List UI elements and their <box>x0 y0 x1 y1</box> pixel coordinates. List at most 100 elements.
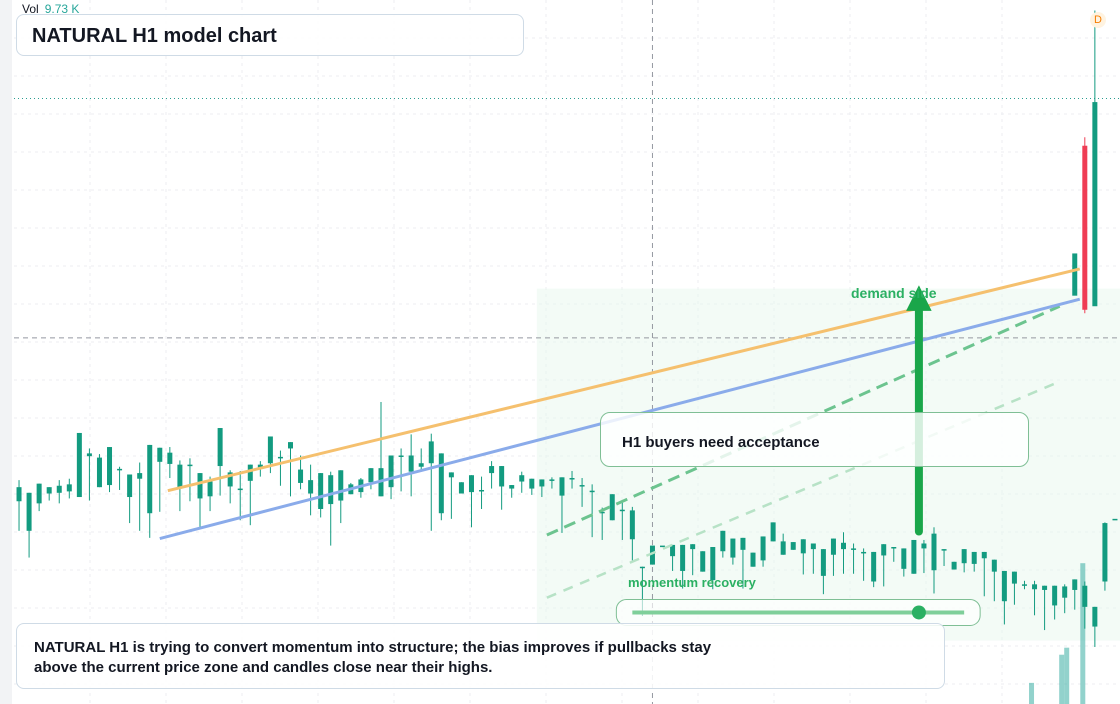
candle <box>680 544 686 571</box>
candle <box>438 453 444 514</box>
candle <box>499 466 505 487</box>
candle <box>891 547 897 549</box>
candle <box>76 432 82 498</box>
momentum-recovery-dot <box>911 605 926 620</box>
candle <box>670 544 676 557</box>
candle <box>36 483 42 504</box>
candle <box>428 441 434 464</box>
candle <box>790 542 796 550</box>
candle <box>257 464 263 468</box>
description-text: NATURAL H1 is trying to convert momentum… <box>34 639 712 676</box>
candle <box>519 475 525 482</box>
candle <box>1062 586 1068 598</box>
candle <box>579 485 585 487</box>
candle <box>267 436 273 464</box>
candle <box>941 549 947 551</box>
candle <box>418 463 424 467</box>
volume-bar <box>1029 682 1035 704</box>
candle <box>46 487 52 494</box>
candle <box>951 561 957 570</box>
candle <box>308 480 314 494</box>
volume-legend: Vol 9.73 K <box>22 2 79 16</box>
candle <box>740 537 746 550</box>
candle <box>981 551 987 559</box>
chart-title: NATURAL H1 model chart <box>32 25 277 47</box>
candle <box>227 472 233 487</box>
volume-bar <box>1080 563 1086 704</box>
candle <box>86 453 92 457</box>
momentum-recovery-label: momentum recovery <box>628 575 756 590</box>
trend-line-upper <box>546 304 1061 537</box>
candle <box>901 548 907 569</box>
candle <box>1032 584 1038 590</box>
candle <box>468 475 474 493</box>
trend-line-lower <box>546 380 1061 599</box>
candle <box>549 479 555 481</box>
candle <box>458 482 464 494</box>
callout-text: H1 buyers need acceptance <box>622 434 820 451</box>
volume-bar <box>1059 654 1065 704</box>
candle <box>247 464 253 481</box>
candle <box>388 455 394 488</box>
candle <box>609 494 615 521</box>
candle <box>1112 518 1118 521</box>
candle <box>127 474 133 498</box>
candle <box>56 485 62 493</box>
candle <box>1092 606 1098 627</box>
candle <box>911 539 917 574</box>
vol-label: Vol <box>22 2 39 16</box>
candle <box>1102 523 1108 582</box>
candle <box>931 533 937 571</box>
candle <box>328 475 334 505</box>
candle <box>770 522 776 542</box>
candle <box>16 487 22 502</box>
candle <box>690 544 696 550</box>
candle <box>780 541 786 555</box>
candle <box>871 551 877 582</box>
candle <box>1021 584 1027 586</box>
candle <box>629 510 635 540</box>
candle <box>277 456 283 459</box>
candle <box>881 544 887 556</box>
candle <box>921 543 927 549</box>
candle <box>448 472 454 478</box>
candle <box>147 444 153 514</box>
candle <box>408 455 414 472</box>
vol-value: 9.73 K <box>44 2 80 16</box>
candle <box>1092 102 1098 307</box>
candle <box>851 548 857 550</box>
candle <box>96 457 102 488</box>
candle <box>820 549 826 576</box>
candle <box>830 538 836 555</box>
candle <box>489 466 495 474</box>
candle <box>559 477 565 496</box>
candle <box>1001 570 1007 602</box>
candle <box>841 542 846 550</box>
candle <box>639 566 645 569</box>
candle <box>760 536 766 561</box>
candle <box>177 464 183 488</box>
candle <box>1042 585 1048 590</box>
candle <box>991 559 997 572</box>
candle <box>187 464 193 467</box>
description-box: NATURAL H1 is trying to convert momentum… <box>16 623 945 689</box>
candle <box>660 545 666 548</box>
candle <box>157 447 163 462</box>
d-badge[interactable]: D <box>1090 12 1106 28</box>
candle <box>730 538 736 558</box>
candle <box>217 428 223 467</box>
volume-bar <box>1064 647 1070 704</box>
candle <box>800 539 806 554</box>
candle <box>197 473 203 499</box>
candle <box>569 478 575 480</box>
candle <box>1052 585 1058 606</box>
candle <box>1082 585 1088 607</box>
candle <box>599 511 605 514</box>
candle <box>237 488 243 491</box>
candle <box>619 509 625 512</box>
candle <box>750 552 756 567</box>
left-rail <box>0 0 12 704</box>
candle <box>66 484 72 492</box>
candle <box>368 468 374 483</box>
